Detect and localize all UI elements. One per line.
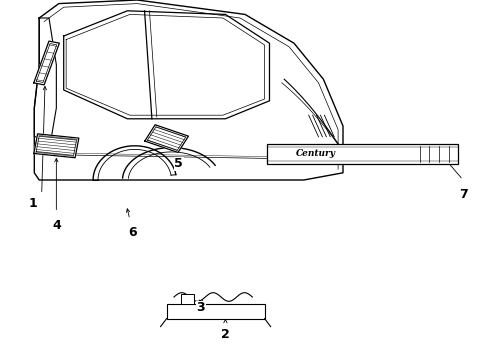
Polygon shape bbox=[34, 134, 79, 158]
Text: 3: 3 bbox=[196, 301, 205, 314]
Polygon shape bbox=[145, 125, 189, 153]
Bar bbox=[167, 304, 265, 319]
Text: 4: 4 bbox=[52, 219, 61, 231]
Text: 2: 2 bbox=[221, 328, 230, 341]
Polygon shape bbox=[34, 41, 59, 85]
Text: 7: 7 bbox=[459, 188, 467, 201]
Text: 5: 5 bbox=[174, 157, 183, 170]
Text: 1: 1 bbox=[29, 197, 38, 210]
Bar bbox=[267, 144, 458, 164]
Bar bbox=[181, 294, 194, 304]
Text: Century: Century bbox=[296, 149, 336, 158]
Text: 6: 6 bbox=[128, 226, 137, 239]
